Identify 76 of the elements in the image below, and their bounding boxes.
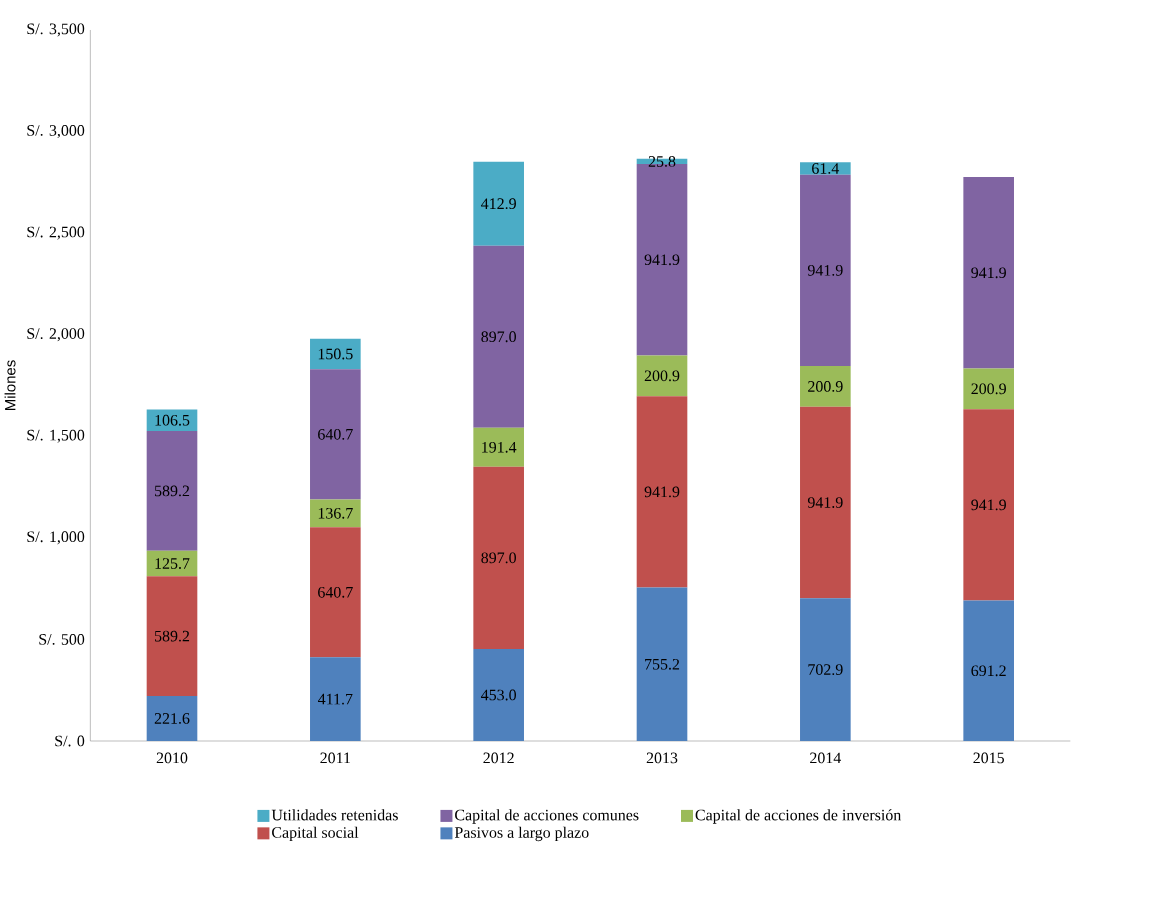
y-tick-label: S/. 3,500 xyxy=(27,23,85,37)
bar xyxy=(636,587,688,741)
bar xyxy=(800,598,851,741)
y-tick-label: S/. 2,000 xyxy=(27,328,85,342)
data-label: 136.7 xyxy=(318,507,353,519)
data-label: 755.2 xyxy=(645,658,680,670)
bar xyxy=(963,368,1014,410)
x-tick-label: 2015 xyxy=(973,752,1004,764)
bar xyxy=(963,600,1014,741)
data-label: 941.9 xyxy=(644,486,680,498)
bar xyxy=(310,657,361,741)
bar xyxy=(146,431,198,551)
data-label: 453.0 xyxy=(481,689,516,701)
data-label: 941.9 xyxy=(807,497,843,508)
data-label: 200.9 xyxy=(808,381,843,392)
bar xyxy=(146,576,198,696)
bar xyxy=(800,406,851,599)
bar xyxy=(310,527,361,658)
data-label: 941.9 xyxy=(807,265,843,276)
x-tick-label: 2014 xyxy=(810,752,842,764)
data-label: 106.5 xyxy=(155,414,190,426)
y-tick-label: S/. 1,500 xyxy=(27,429,85,443)
y-axis-title: Milones xyxy=(4,360,16,411)
data-label: 589.2 xyxy=(154,485,190,497)
bar xyxy=(963,177,1014,369)
y-tick-label: S/. 0 xyxy=(55,735,85,747)
bar xyxy=(636,355,688,397)
y-tick-label: S/. 500 xyxy=(39,634,85,645)
data-label: 941.9 xyxy=(971,267,1006,279)
bar xyxy=(146,695,198,741)
data-label: 61.4 xyxy=(812,163,840,174)
bar xyxy=(963,409,1014,601)
data-label: 411.7 xyxy=(318,693,353,705)
bar xyxy=(473,245,524,428)
data-label: 200.9 xyxy=(971,383,1006,395)
legend-label: Capital de acciones de inversión xyxy=(695,809,902,824)
data-label: 941.9 xyxy=(971,499,1006,511)
data-label: 640.7 xyxy=(318,428,353,440)
data-label: 897.0 xyxy=(481,552,516,564)
data-label: 150.5 xyxy=(318,348,353,360)
legend-label: Pasivos a largo plazo xyxy=(454,826,589,842)
bar xyxy=(800,162,851,175)
y-tick-label: S/. 1,000 xyxy=(27,531,85,545)
bar xyxy=(473,427,524,467)
x-tick-label: 2012 xyxy=(483,752,514,764)
bar xyxy=(473,466,524,649)
legend-label: Utilidades retenidas xyxy=(271,809,398,821)
y-tick-label: S/. 3,000 xyxy=(27,125,85,139)
data-label: 897.0 xyxy=(481,331,516,343)
data-label: 702.9 xyxy=(808,664,843,676)
data-label: 125.7 xyxy=(155,558,190,569)
data-label: 691.2 xyxy=(971,665,1006,677)
data-label: 941.9 xyxy=(644,254,680,266)
data-label: 412.9 xyxy=(481,198,516,210)
bar xyxy=(310,338,361,370)
legend-label: Capital social xyxy=(272,826,359,842)
x-tick-label: 2011 xyxy=(320,752,351,764)
data-label: 221.6 xyxy=(154,713,190,724)
legend-label: Capital de acciones comunes xyxy=(455,809,639,824)
bar xyxy=(800,366,851,407)
bar xyxy=(473,648,524,741)
x-tick-label: 2010 xyxy=(156,752,188,764)
data-label: 200.9 xyxy=(644,370,680,382)
data-label: 640.7 xyxy=(318,586,353,598)
bar xyxy=(473,161,524,246)
bar xyxy=(310,499,361,528)
bar xyxy=(146,550,198,577)
bar xyxy=(636,396,688,588)
data-label: 589.2 xyxy=(154,630,190,642)
bar xyxy=(310,369,361,500)
data-label: 191.4 xyxy=(482,441,517,453)
y-tick-label: S/. 2,500 xyxy=(27,226,85,240)
bar xyxy=(146,409,198,432)
data-label: 25.8 xyxy=(648,156,676,167)
bar xyxy=(800,174,851,367)
x-tick-label: 2013 xyxy=(646,752,678,764)
